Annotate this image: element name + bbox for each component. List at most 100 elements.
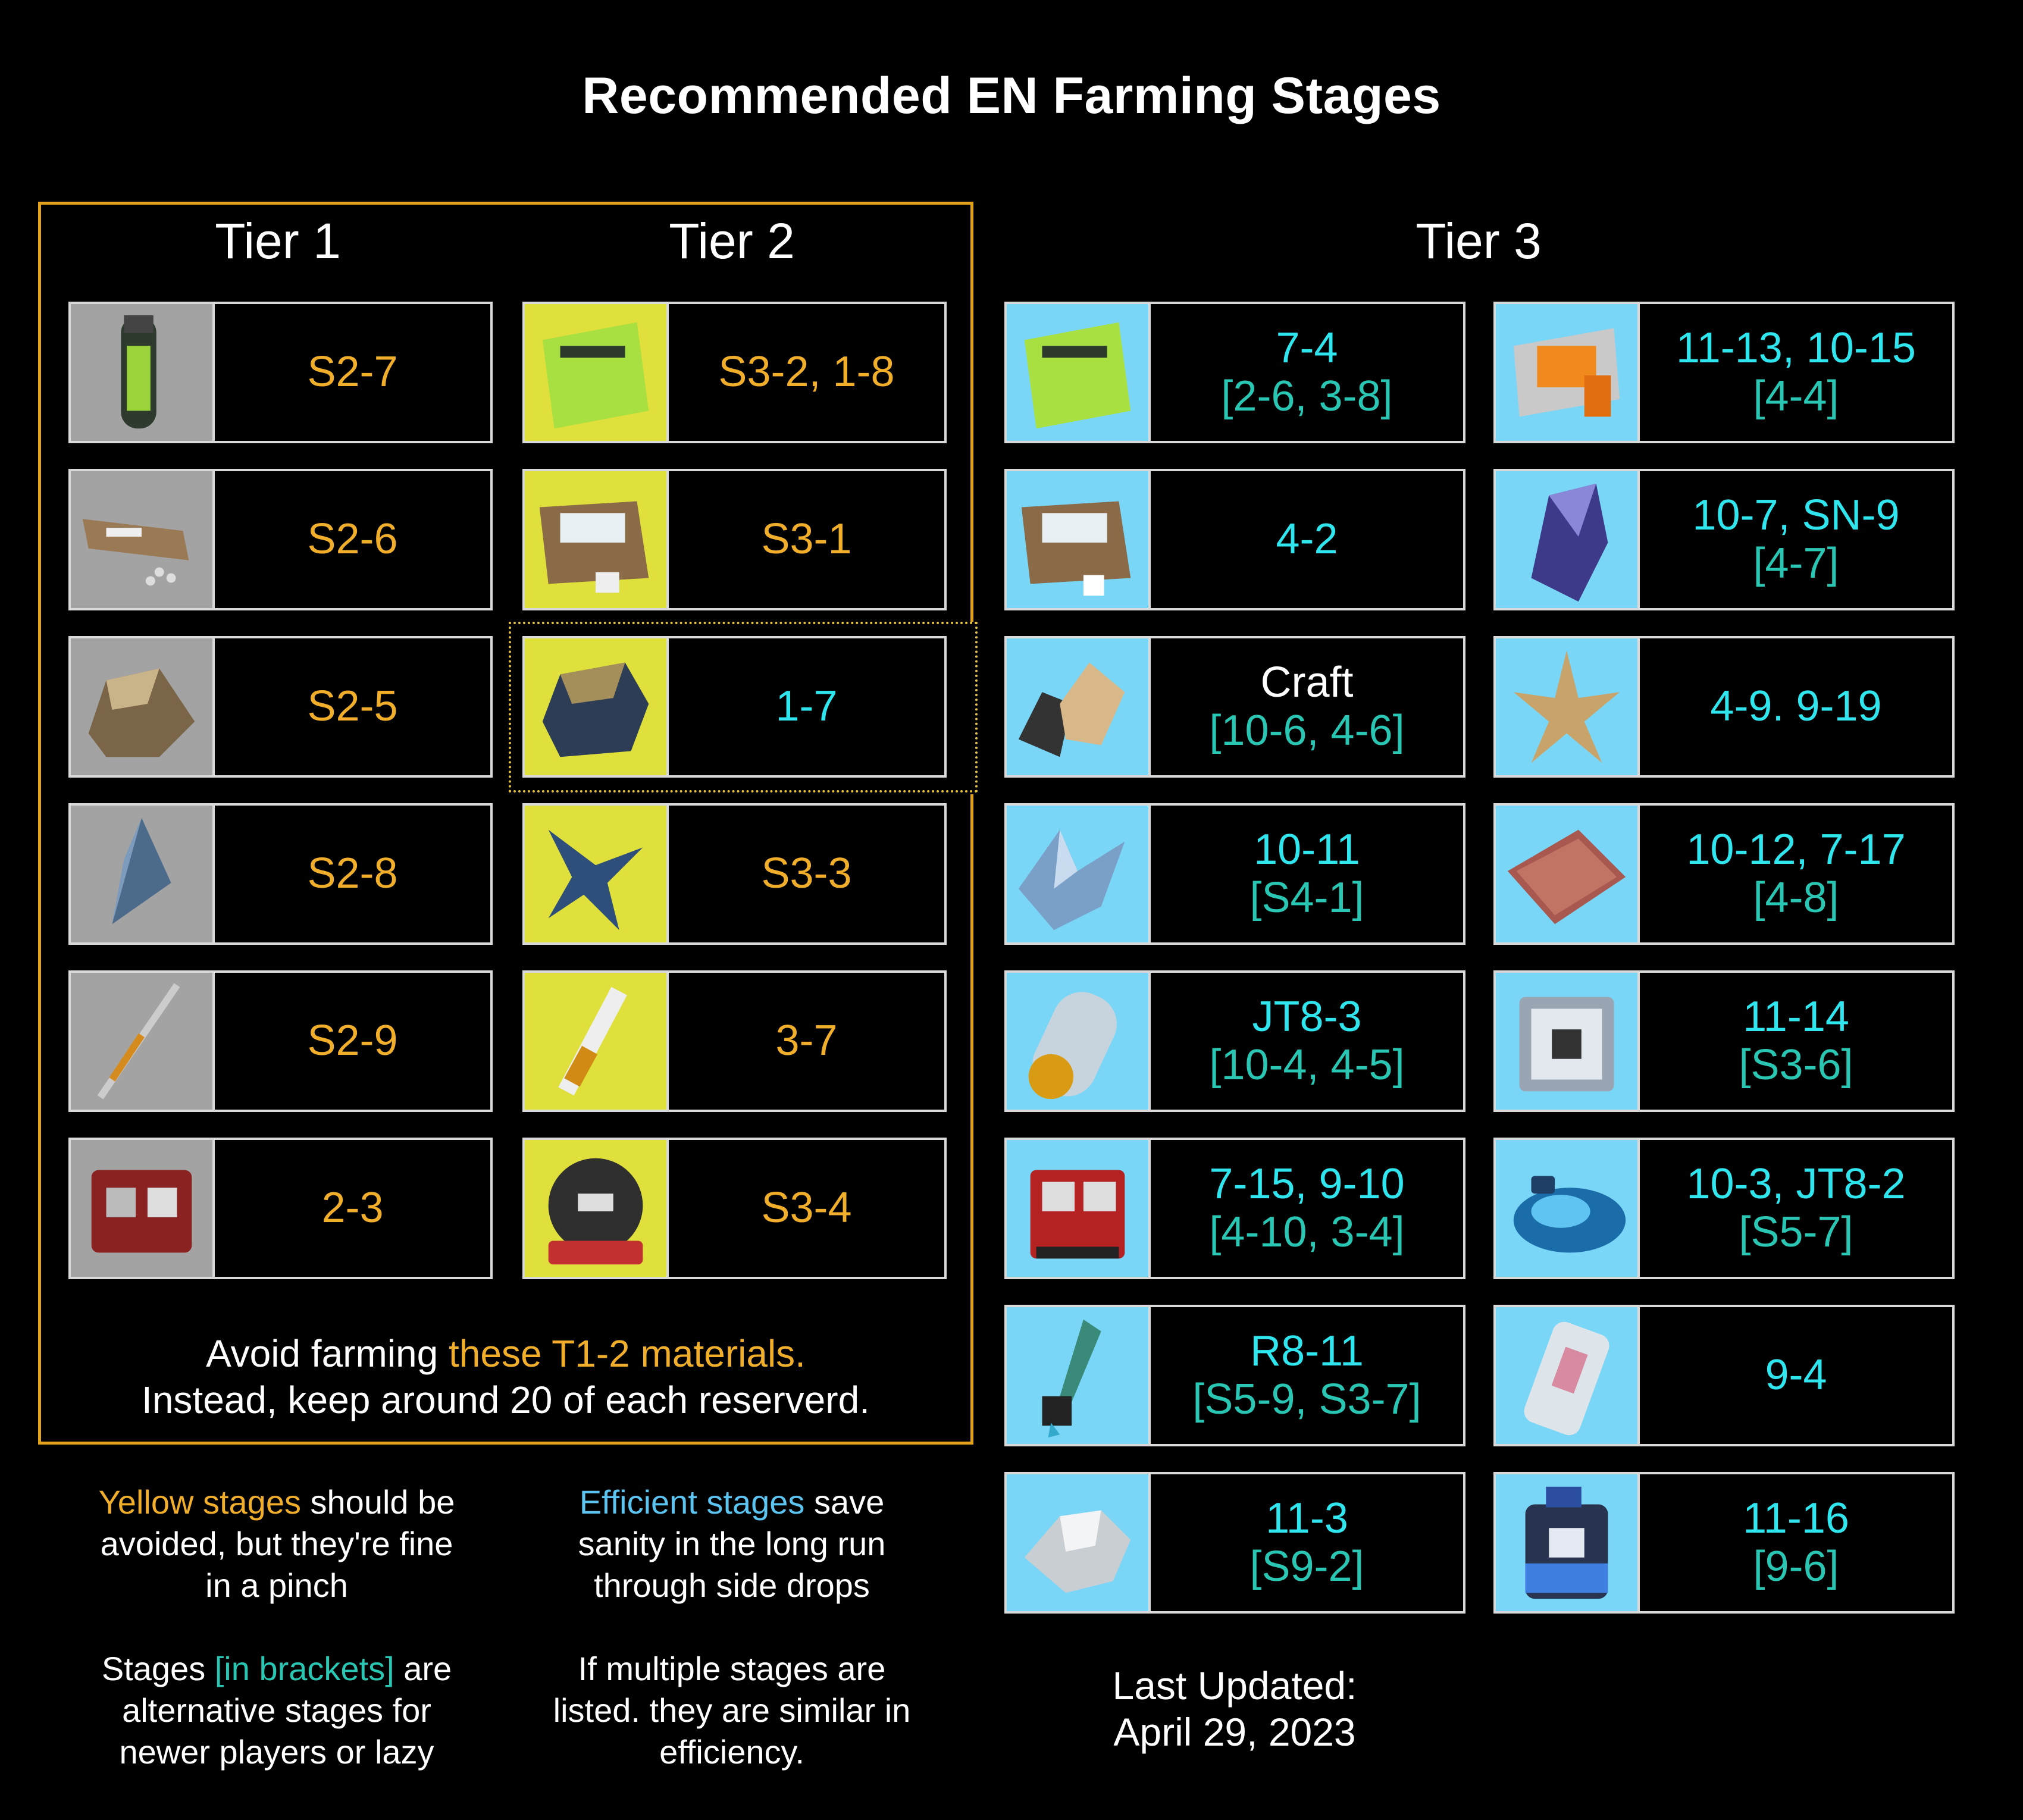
ketone-capsule-icon: [1007, 973, 1148, 1110]
stage-main: 2-3: [321, 1184, 384, 1232]
material-card: 4-2: [1004, 469, 1465, 610]
silver-chunk-icon: [1007, 1474, 1148, 1611]
stage-label: 11-3 [S9-2]: [1148, 1474, 1463, 1611]
stage-main: 9-4: [1765, 1351, 1827, 1399]
material-card: S2-5: [68, 636, 493, 778]
brown-pack-icon: [525, 471, 666, 608]
yellow-stages-note: Yellow stages should be avoided, but the…: [98, 1483, 455, 1604]
last-updated: Last Updated: April 29, 2023: [1112, 1664, 1357, 1754]
material-card: 10-7, SN-9 [4-7]: [1493, 469, 1955, 610]
stage-label: S2-9: [212, 973, 490, 1110]
stage-label: 11-16 [9-6]: [1637, 1474, 1952, 1611]
stage-label: 10-7, SN-9 [4-7]: [1637, 471, 1952, 608]
stage-main: S3-1: [761, 515, 852, 563]
metal-cube-icon: [1496, 973, 1637, 1110]
material-card: 9-4: [1493, 1305, 1955, 1446]
material-card: 3-7: [522, 970, 947, 1112]
stage-main: 4-9. 9-19: [1710, 682, 1882, 731]
material-card: 11-16 [9-6]: [1493, 1472, 1955, 1614]
stage-alternatives: [S5-9, S3-7]: [1192, 1376, 1421, 1423]
material-card: 11-14 [S3-6]: [1493, 970, 1955, 1112]
multiple-stages-note: If multiple stages are listed. they are …: [553, 1650, 911, 1771]
material-card: S3-2, 1-8: [522, 302, 947, 443]
stage-alternatives: [S3-6]: [1739, 1041, 1853, 1089]
material-card: Craft [10-6, 4-6]: [1004, 636, 1465, 778]
stage-label: S2-7: [212, 304, 490, 441]
stage-label: 10-11 [S4-1]: [1148, 806, 1463, 942]
material-card: 7-4 [2-6, 3-8]: [1004, 302, 1465, 443]
brackets-note: Stages [in brackets] are alternative sta…: [101, 1650, 452, 1771]
material-card: 11-3 [S9-2]: [1004, 1472, 1465, 1614]
stage-main: 1-7: [775, 682, 838, 731]
stage-label: 11-14 [S3-6]: [1637, 973, 1952, 1110]
stage-label: Craft [10-6, 4-6]: [1148, 638, 1463, 775]
polyester-vial-icon: [525, 973, 666, 1110]
stage-label: 4-2: [1148, 471, 1463, 608]
stage-label: 1-7: [666, 638, 944, 775]
stage-main: 10-11: [1254, 825, 1360, 873]
stage-main: 10-12, 7-17: [1686, 825, 1906, 873]
stage-main: 7-4: [1276, 324, 1338, 372]
green-pack-icon: [1007, 304, 1148, 441]
stage-main: 4-2: [1276, 515, 1338, 563]
stage-alternatives: [S5-7]: [1739, 1208, 1853, 1256]
avoid-note: Avoid farming these T1-2 materials. Inst…: [142, 1332, 870, 1422]
stage-alternatives: [4-4]: [1753, 372, 1839, 420]
stage-main: S3-3: [761, 850, 852, 898]
orange-pack-icon: [1496, 304, 1637, 441]
stage-main: S2-9: [307, 1017, 398, 1065]
stage-main: S3-4: [761, 1184, 852, 1232]
material-card: S2-9: [68, 970, 493, 1112]
stage-main: S2-6: [307, 515, 398, 563]
orirock-group-icon: [1007, 638, 1148, 775]
gold-star-icon: [1496, 638, 1637, 775]
material-card: S2-6: [68, 469, 493, 610]
tier-1-2-box: [38, 202, 973, 1445]
oriron-cluster-icon: [1007, 806, 1148, 942]
material-card: 10-11 [S4-1]: [1004, 803, 1465, 945]
stage-main: S2-8: [307, 850, 398, 898]
material-card: 7-15, 9-10 [4-10, 3-4]: [1004, 1138, 1465, 1279]
stage-label: JT8-3 [10-4, 4-5]: [1148, 973, 1463, 1110]
stage-alternatives: [4-7]: [1753, 540, 1839, 587]
stage-main: S2-7: [307, 348, 398, 396]
stage-alternatives: [S4-1]: [1250, 874, 1364, 922]
stage-label: S2-6: [212, 471, 490, 608]
stage-label: R8-11 [S5-9, S3-7]: [1148, 1307, 1463, 1444]
stage-label: 10-3, JT8-2 [S5-7]: [1637, 1140, 1952, 1277]
stage-main: 10-3, JT8-2: [1686, 1160, 1906, 1208]
stage-main: 3-7: [775, 1017, 838, 1065]
glass-vial-icon: [1496, 1307, 1637, 1444]
stage-main: R8-11: [1250, 1327, 1364, 1375]
polyketon-crystal-icon: [71, 806, 212, 942]
stage-alternatives: [9-6]: [1753, 1543, 1839, 1590]
stage-label: S2-8: [212, 806, 490, 942]
stage-label: S3-2, 1-8: [666, 304, 944, 441]
copper-plate-icon: [1496, 806, 1637, 942]
stage-main: 10-7, SN-9: [1692, 491, 1900, 539]
material-card: 10-12, 7-17 [4-8]: [1493, 803, 1955, 945]
oriron-star-icon: [525, 806, 666, 942]
stage-label: S3-3: [666, 806, 944, 942]
tier2-dotted-outline: [509, 622, 978, 792]
sugar-pack-icon: [71, 471, 212, 608]
red-device-icon: [1007, 1140, 1148, 1277]
blue-canister-icon: [1496, 1474, 1637, 1611]
orirock-cube-icon: [71, 638, 212, 775]
crystal-tube-icon: [1007, 1307, 1148, 1444]
stage-main: 11-13, 10-15: [1676, 324, 1916, 372]
stage-main: JT8-3: [1252, 992, 1362, 1041]
stage-label: S3-1: [666, 471, 944, 608]
stage-main: 11-16: [1743, 1494, 1849, 1542]
green-pack-icon: [525, 304, 666, 441]
material-card: S3-1: [522, 469, 947, 610]
stage-label: S3-4: [666, 1140, 944, 1277]
device-icon: [71, 1140, 212, 1277]
stage-label: 7-15, 9-10 [4-10, 3-4]: [1148, 1140, 1463, 1277]
material-card: S2-7: [68, 302, 493, 443]
tier-box-gap: [964, 622, 982, 794]
orirock-bottle-icon: [71, 304, 212, 441]
stage-label: 4-9. 9-19: [1637, 638, 1952, 775]
material-card: R8-11 [S5-9, S3-7]: [1004, 1305, 1465, 1446]
material-card: JT8-3 [10-4, 4-5]: [1004, 970, 1465, 1112]
